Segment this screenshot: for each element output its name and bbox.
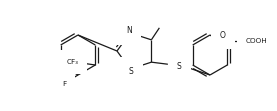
Text: O: O [220, 31, 226, 40]
Text: F: F [62, 81, 66, 87]
Text: S: S [177, 62, 182, 71]
Text: COOH: COOH [246, 38, 268, 44]
Text: N: N [126, 26, 132, 35]
Text: S: S [129, 67, 134, 76]
Text: CF₃: CF₃ [66, 59, 78, 65]
